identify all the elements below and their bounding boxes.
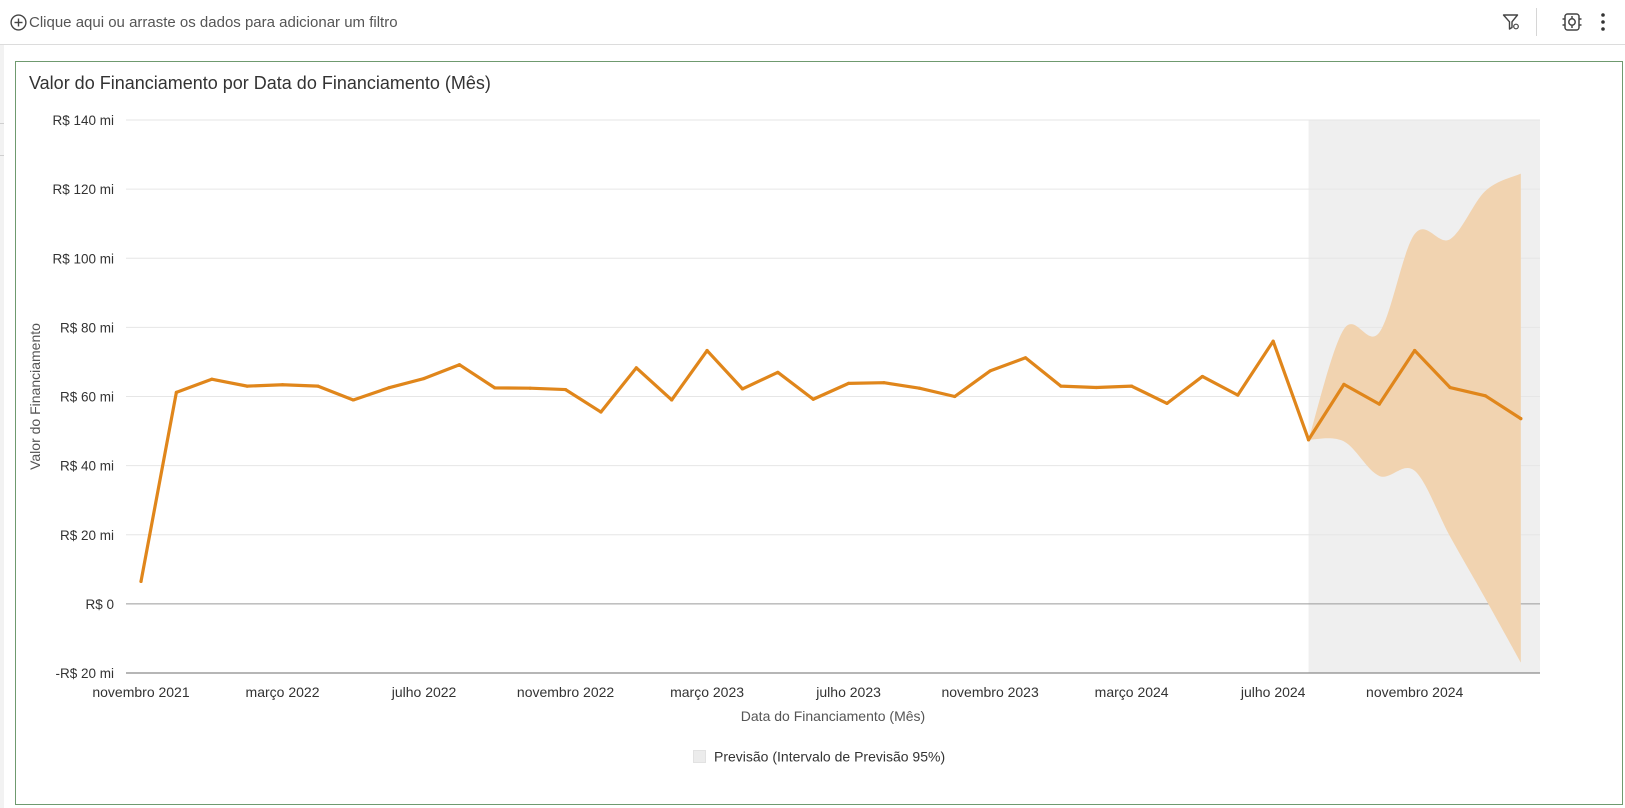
legend-swatch — [693, 749, 706, 763]
forecast-band — [1308, 173, 1521, 663]
x-tick-label: março 2022 — [246, 684, 320, 700]
data-point — [139, 579, 143, 584]
data-point — [1271, 339, 1275, 343]
y-tick-label: R$ 100 mi — [52, 251, 114, 266]
data-point — [1094, 385, 1098, 390]
forecast-point — [1519, 417, 1523, 421]
series-line — [139, 339, 1311, 584]
data-point — [280, 383, 285, 387]
data-point — [953, 394, 957, 399]
y-tick-label: R$ 40 mi — [60, 459, 114, 474]
data-point — [351, 398, 355, 402]
filter-placeholder[interactable]: Clique aqui ou arraste os dados para adi… — [29, 14, 398, 31]
forecast-point — [1306, 438, 1311, 442]
y-tick-label: R$ 140 mi — [52, 113, 114, 128]
data-point — [1236, 393, 1240, 397]
data-point — [1059, 384, 1063, 388]
x-tick-label: julho 2022 — [391, 684, 457, 700]
data-point — [705, 348, 709, 353]
line-chart: R$ 140 mi R$ 120 mi R$ 100 mi R$ 80 mi R$ 60… — [27, 113, 1540, 724]
chart-title: Valor do Financiamento por Data do Finan… — [29, 73, 491, 93]
data-point — [528, 386, 532, 390]
data-point — [882, 381, 886, 385]
y-tick-label: R$ 120 mi — [52, 182, 114, 197]
data-point — [174, 390, 178, 394]
data-point — [1165, 401, 1169, 406]
y-tick-label: R$ 0 — [85, 597, 114, 612]
data-point — [563, 387, 568, 392]
data-point — [917, 386, 921, 390]
x-axis-label: Data do Financiamento (Mês) — [741, 708, 925, 724]
add-circle-icon[interactable] — [10, 14, 27, 31]
y-tick-label: R$ 80 mi — [60, 320, 114, 335]
forecast-point — [1413, 348, 1417, 353]
forecast-point — [1342, 382, 1346, 387]
forecast-point — [1483, 394, 1488, 398]
settings-icon[interactable] — [1562, 12, 1582, 32]
filter-funnel-icon[interactable] — [1502, 13, 1520, 31]
legend-label: Previsão (Intervalo de Previsão 95%) — [714, 748, 946, 765]
data-point — [599, 410, 603, 414]
left-edge-strip — [0, 45, 4, 808]
more-vertical-icon[interactable] — [1598, 12, 1608, 32]
data-point — [1130, 384, 1134, 388]
data-point — [811, 397, 815, 401]
data-point — [316, 384, 320, 388]
x-tick-label: julho 2023 — [815, 684, 881, 700]
data-point — [776, 370, 780, 374]
data-point — [387, 386, 391, 390]
data-point — [740, 387, 745, 391]
x-tick-label: março 2024 — [1095, 684, 1169, 700]
data-point — [988, 369, 992, 373]
y-tick-label: -R$ 20 mi — [55, 666, 114, 681]
data-point — [1023, 356, 1028, 360]
y-tick-label: R$ 60 mi — [60, 390, 114, 405]
chart-legend: Previsão (Intervalo de Previsão 95%) — [693, 747, 945, 765]
x-tick-label: março 2023 — [670, 684, 744, 700]
x-tick-label: novembro 2023 — [941, 684, 1039, 700]
y-axis-label: Valor do Financiamento — [27, 323, 43, 470]
data-point — [245, 384, 249, 388]
data-point — [422, 376, 426, 381]
data-point — [847, 381, 851, 385]
forecast-point — [1377, 402, 1381, 406]
x-tick-label: julho 2024 — [1240, 684, 1306, 700]
y-tick-label: R$ 20 mi — [60, 528, 114, 543]
data-point — [670, 398, 674, 402]
data-point — [210, 377, 214, 381]
x-tick-label: novembro 2022 — [517, 684, 615, 700]
x-tick-label: novembro 2024 — [1366, 684, 1464, 700]
data-point — [493, 386, 497, 390]
toolbar-divider — [1536, 8, 1537, 36]
forecast-point — [1448, 385, 1452, 390]
x-tick-label: novembro 2021 — [92, 684, 190, 700]
filter-bar[interactable]: Clique aqui ou arraste os dados para adi… — [0, 0, 1625, 45]
chart-panel: Valor do Financiamento por Data do Finan… — [15, 61, 1623, 805]
data-point — [634, 366, 638, 370]
data-point — [457, 363, 462, 367]
data-point — [1200, 374, 1204, 379]
